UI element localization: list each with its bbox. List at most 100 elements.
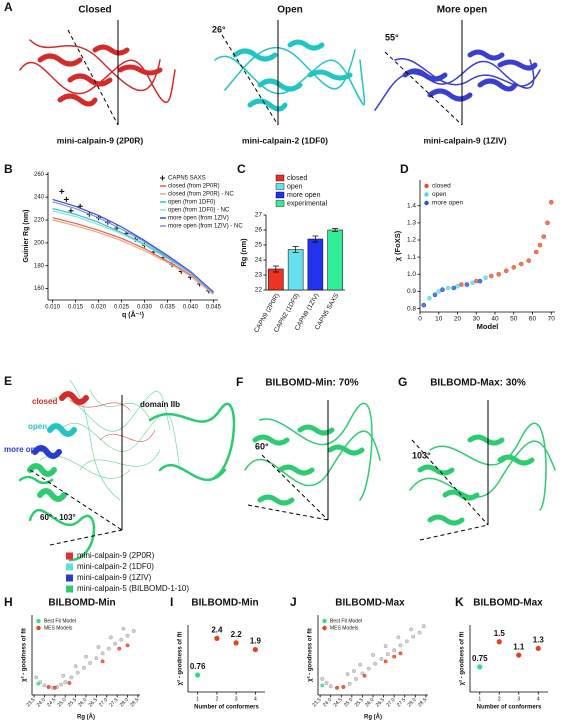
panel-title: Closed — [78, 5, 111, 16]
legend-label: closed — [432, 183, 451, 190]
legend-swatch — [275, 191, 285, 199]
x-tick-label: 27.5 — [108, 697, 119, 708]
data-point — [68, 208, 74, 214]
chart-title: BILBOMD-Min — [48, 598, 115, 609]
y-tick-label: 22 — [255, 287, 263, 294]
protein-structure — [244, 402, 381, 506]
data-point — [451, 285, 457, 291]
legend-label: open — [287, 183, 303, 190]
data-point — [106, 646, 111, 651]
data-point — [427, 295, 432, 301]
data-label: 0.75 — [472, 654, 488, 663]
x-tick-label: 27.0 — [385, 697, 396, 708]
legend-swatch — [66, 552, 73, 560]
data-point — [46, 685, 51, 689]
legend-label: mini-calpain-5 (BILBOMD-1-10) — [77, 584, 189, 593]
data-point — [366, 666, 371, 671]
legend-label: more open — [432, 200, 463, 207]
legend-swatch — [66, 585, 73, 593]
legend-label: Best Fit Model — [44, 618, 76, 624]
chart-title: BILBOMD-Max — [473, 598, 543, 609]
angle-line — [49, 529, 123, 546]
x-tick-label: 28.0 — [407, 697, 418, 708]
structure-name: mini-calpain-9 (2P0R) — [57, 135, 144, 145]
data-point — [383, 644, 388, 649]
angle-line — [247, 504, 329, 521]
data-point — [545, 220, 550, 226]
legend-label: MES Models — [44, 625, 73, 631]
data-point — [404, 639, 409, 644]
data-point — [511, 265, 517, 270]
x-tick-label: 0.035 — [160, 305, 176, 311]
data-point — [379, 657, 384, 661]
data-point — [320, 677, 325, 681]
panel-title: BILBOMD-Min: 70% — [265, 378, 358, 389]
x-tick-label: 0.025 — [114, 305, 130, 311]
data-point — [341, 685, 346, 689]
panel-letter: D — [400, 162, 409, 176]
x-axis-label: Rg (Å) — [364, 714, 382, 721]
data-point — [383, 659, 388, 664]
data-point — [488, 273, 494, 279]
data-line — [52, 201, 214, 294]
data-point — [125, 633, 130, 638]
data-point — [61, 673, 66, 678]
y-axis-label: Guinier Rg (nm) — [23, 210, 30, 263]
x-tick-label: 4 — [537, 696, 540, 702]
data-point — [432, 292, 438, 298]
legend-marker — [424, 192, 429, 197]
data-point — [328, 684, 333, 689]
data-point — [473, 278, 479, 284]
x-axis-label: Model — [477, 322, 499, 331]
y-axis-label: χ² - goodness of fit — [307, 628, 314, 682]
y-axis-label: Rg (nm) — [239, 238, 248, 267]
angle-line — [221, 34, 279, 126]
protein-structure — [214, 39, 366, 112]
error-bar — [292, 246, 299, 253]
data-point — [63, 680, 68, 685]
bar — [327, 229, 343, 291]
data-point — [82, 665, 86, 670]
y-tick-label: 23 — [255, 272, 263, 279]
protein-structure — [19, 39, 176, 107]
data-point — [362, 673, 367, 678]
data-point — [335, 685, 339, 690]
legend-label: mini-calpain-9 (1ZIV) — [77, 573, 152, 582]
x-tick-label: 0.030 — [137, 305, 153, 311]
data-point — [69, 675, 74, 680]
data-point — [88, 661, 93, 665]
data-point — [445, 285, 451, 291]
x-axis-label: Number of conformers — [194, 705, 259, 711]
data-point — [131, 629, 136, 633]
data-point — [541, 234, 547, 239]
data-point — [36, 681, 41, 686]
legend-label: open (from 1DF0) — [168, 200, 215, 206]
data-point — [233, 640, 239, 646]
x-axis-label: Rg (Å) — [77, 714, 95, 721]
data-point — [320, 683, 325, 688]
data-point — [518, 261, 524, 267]
data-point — [503, 268, 509, 274]
angle-line — [411, 439, 489, 526]
x-tick-label: 20 — [454, 316, 462, 323]
legend-label: closed (from 2P0R) - NC — [168, 192, 234, 198]
state-label: closed — [32, 397, 57, 406]
x-tick-label: 0.045 — [206, 305, 222, 311]
data-point — [100, 659, 105, 664]
angle-label: 60° — [255, 441, 269, 451]
data-point — [548, 199, 554, 205]
angle-label: 60° - 103° — [40, 513, 76, 522]
data-point — [436, 289, 442, 294]
y-tick-label: 27 — [255, 212, 263, 219]
data-point — [52, 685, 57, 690]
legend-label: mini-calpain-9 (2P0R) — [77, 551, 155, 560]
legend-label: closed — [287, 175, 307, 182]
data-point — [371, 653, 375, 657]
data-label: 1.1 — [513, 642, 525, 651]
panel-letter: B — [4, 162, 13, 176]
angle-line — [29, 469, 123, 531]
error-bar — [332, 228, 339, 232]
y-axis-label: χ² - goodness of fit — [459, 632, 466, 686]
data-point — [477, 278, 483, 284]
y-axis-label: χ² - goodness of fit — [177, 632, 184, 686]
